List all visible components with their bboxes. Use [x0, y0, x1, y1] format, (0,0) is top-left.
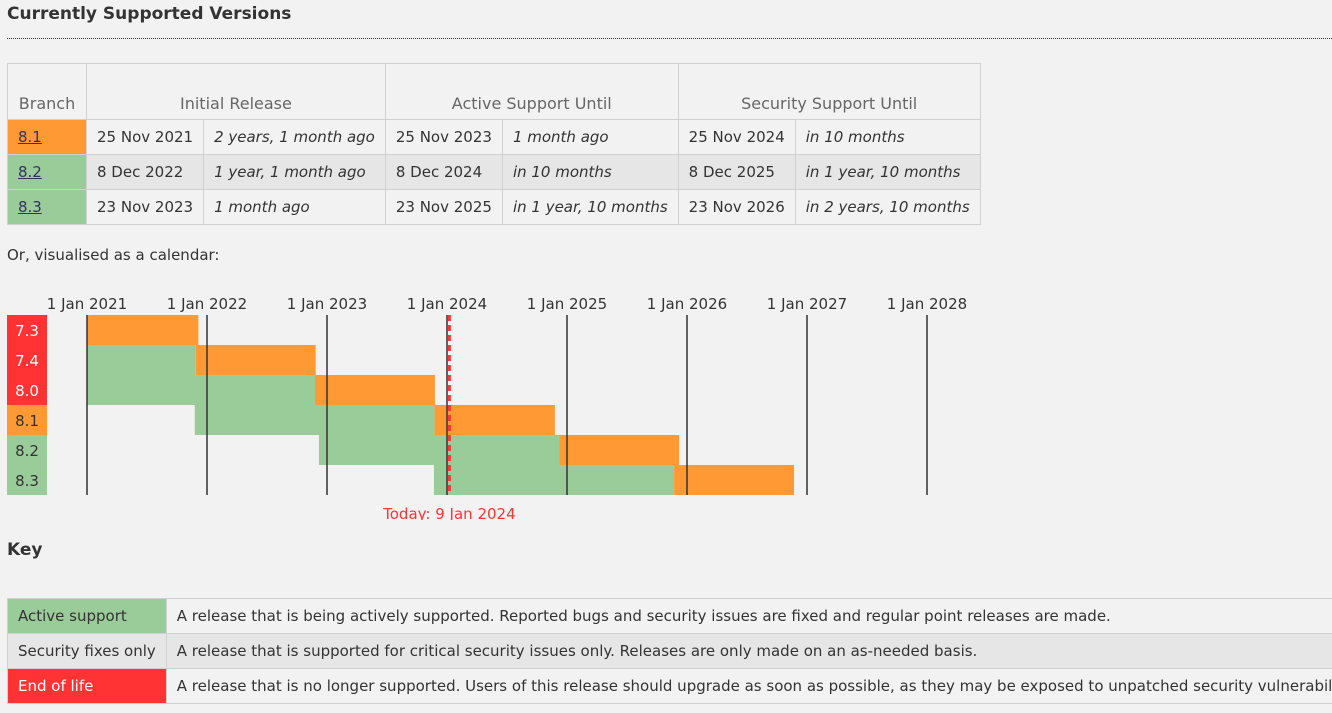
key-desc-active: A release that is being actively support…	[165, 598, 1332, 634]
header-security-support: Security Support Until	[677, 63, 981, 120]
branch-link[interactable]: 8.2	[18, 163, 42, 181]
security-relative: in 2 years, 10 months	[794, 189, 981, 225]
branch-label-bg	[7, 375, 47, 405]
year-tick-label: 1 Jan 2027	[767, 295, 847, 313]
key-label-eol: End of life	[7, 668, 167, 704]
heading-divider	[7, 38, 1332, 39]
active-date: 23 Nov 2025	[384, 189, 503, 225]
key-row: Active support A release that is being a…	[7, 598, 1332, 634]
branch-label-bg	[7, 345, 47, 375]
branch-cell[interactable]: 8.2	[7, 154, 87, 190]
branch-cell[interactable]: 8.3	[7, 189, 87, 225]
active-date: 25 Nov 2023	[384, 119, 503, 155]
branch-link[interactable]: 8.3	[18, 198, 42, 216]
initial-date: 8 Dec 2022	[85, 154, 205, 190]
branch-label: 8.1	[15, 412, 39, 430]
initial-date: 23 Nov 2023	[85, 189, 205, 225]
initial-date: 25 Nov 2021	[85, 119, 205, 155]
year-tick-label: 1 Jan 2026	[647, 295, 727, 313]
active-support-bar	[87, 345, 196, 375]
branch-label: 7.4	[15, 352, 39, 370]
key-label-active: Active support	[7, 598, 167, 634]
branch-label: 7.3	[15, 322, 39, 340]
branch-link[interactable]: 8.1	[18, 128, 42, 146]
initial-relative: 1 month ago	[203, 189, 386, 225]
today-label: Today: 9 Jan 2024	[382, 505, 516, 520]
key-table: Active support A release that is being a…	[7, 598, 1332, 704]
header-initial-release: Initial Release	[86, 63, 386, 120]
branch-label-bg	[7, 435, 47, 465]
active-relative: in 10 months	[501, 154, 679, 190]
year-tick-label: 1 Jan 2022	[167, 295, 247, 313]
page-heading: Currently Supported Versions	[7, 4, 292, 24]
key-row: Security fixes only A release that is su…	[7, 633, 1332, 669]
security-support-bar	[559, 435, 680, 465]
branch-label-bg	[7, 465, 47, 495]
active-support-bar	[87, 375, 316, 405]
support-calendar: 7.3 7.4 8.0 8.1 8.2 8.3 1 Jan 2021 1 Jan 2022 1 …	[7, 295, 967, 520]
table-header-row: Branch Initial Release Active Support Un…	[7, 63, 981, 120]
table-row: 8.1 25 Nov 2021 2 years, 1 month ago 25 …	[7, 119, 981, 155]
header-active-support: Active Support Until	[384, 63, 679, 120]
year-tick-label: 1 Jan 2024	[407, 295, 487, 313]
security-support-bar	[315, 375, 435, 405]
branch-label-bg	[7, 315, 47, 345]
active-relative: in 1 year, 10 months	[501, 189, 679, 225]
branch-cell[interactable]: 8.1	[7, 119, 87, 155]
active-relative: 1 month ago	[501, 119, 679, 155]
branch-label: 8.2	[15, 442, 39, 460]
active-support-bar	[433, 465, 675, 495]
security-support-bar	[87, 315, 199, 345]
key-desc-security: A release that is supported for critical…	[165, 633, 1332, 669]
initial-relative: 2 years, 1 month ago	[203, 119, 386, 155]
key-row: End of life A release that is no longer …	[7, 668, 1332, 704]
security-support-bar	[195, 345, 316, 375]
year-tick-label: 1 Jan 2028	[887, 295, 967, 313]
active-date: 8 Dec 2024	[384, 154, 503, 190]
branch-label: 8.0	[15, 382, 39, 400]
branch-label: 8.3	[15, 472, 39, 490]
year-tick-label: 1 Jan 2023	[287, 295, 367, 313]
security-relative: in 10 months	[794, 119, 981, 155]
key-heading: Key	[7, 540, 43, 560]
year-tick-label: 1 Jan 2021	[47, 295, 127, 313]
security-date: 23 Nov 2026	[677, 189, 796, 225]
supported-versions-table: Branch Initial Release Active Support Un…	[7, 63, 981, 225]
table-row: 8.2 8 Dec 2022 1 year, 1 month ago 8 Dec…	[7, 154, 981, 190]
security-date: 25 Nov 2024	[677, 119, 796, 155]
initial-relative: 1 year, 1 month ago	[203, 154, 386, 190]
key-label-security: Security fixes only	[7, 633, 167, 669]
year-tick-label: 1 Jan 2025	[527, 295, 607, 313]
header-branch: Branch	[7, 63, 87, 120]
active-support-bar	[194, 405, 435, 435]
security-support-bar	[674, 465, 795, 495]
key-desc-eol: A release that is no longer supported. U…	[165, 668, 1332, 704]
active-support-bar	[318, 435, 560, 465]
security-relative: in 1 year, 10 months	[794, 154, 981, 190]
security-support-bar	[434, 405, 555, 435]
table-row: 8.3 23 Nov 2023 1 month ago 23 Nov 2025 …	[7, 189, 981, 225]
security-date: 8 Dec 2025	[677, 154, 796, 190]
branch-label-bg	[7, 405, 47, 435]
calendar-intro-text: Or, visualised as a calendar:	[7, 246, 220, 264]
